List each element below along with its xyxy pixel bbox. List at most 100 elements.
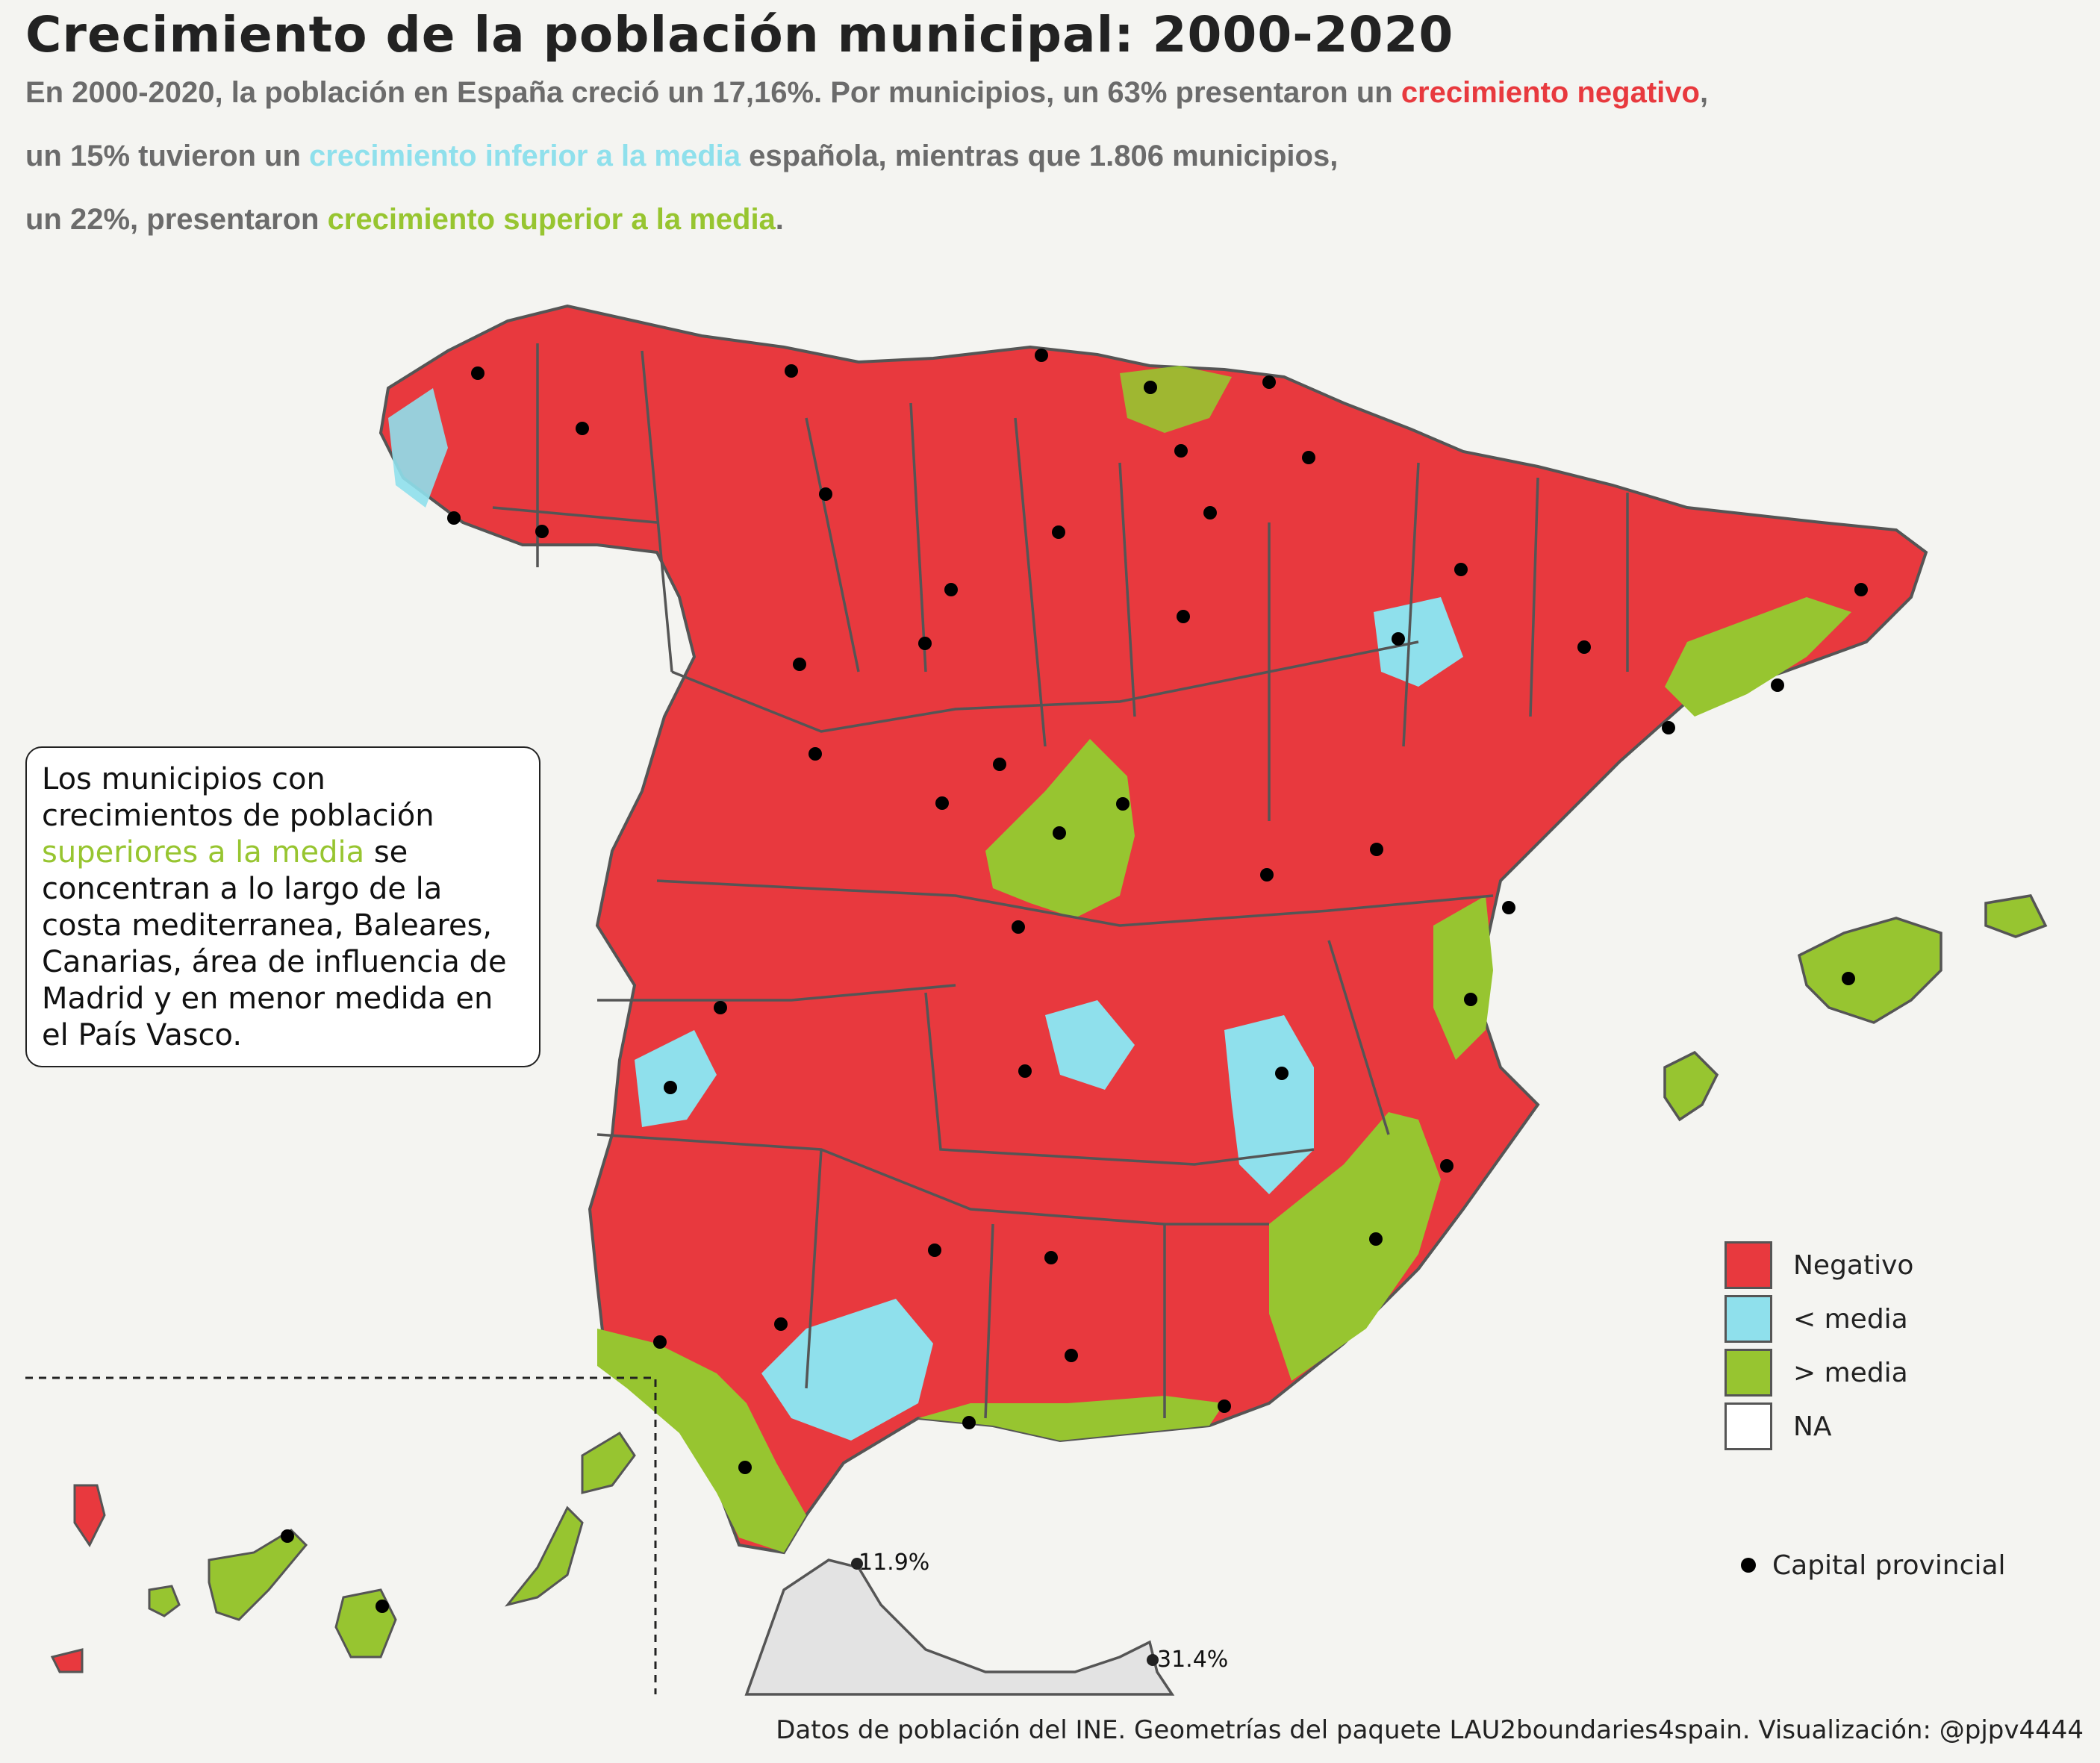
capital-point: [1842, 972, 1855, 985]
capital-point: [576, 422, 589, 435]
capital-point: [1035, 349, 1048, 362]
capital-point: [738, 1461, 752, 1474]
capital-point: [1275, 1067, 1289, 1080]
tenerife-island: [208, 1529, 308, 1621]
capital-point: [1144, 381, 1157, 394]
capital-point: [1065, 1349, 1078, 1362]
capital-point: [793, 658, 806, 671]
capital-point: [808, 747, 822, 761]
subtitle-line-3: un 22%, presentaron crecimiento superior…: [25, 203, 784, 236]
capital-point: [1012, 920, 1025, 934]
capital-dot-icon: [1741, 1558, 1756, 1573]
subtitle-line-2: un 15% tuvieron un crecimiento inferior …: [25, 140, 1339, 172]
north-africa-coast: [744, 1558, 1175, 1696]
capital-point: [1053, 826, 1066, 840]
badajoz-area: [635, 1030, 717, 1127]
legend-label: > media: [1793, 1357, 1908, 1388]
catalonia-growth-area: [1665, 597, 1851, 717]
melilla-percent-label: 31.4%: [1157, 1647, 1229, 1673]
capital-point: [1502, 901, 1515, 914]
capital-point: [447, 511, 461, 525]
capital-point: [1392, 632, 1405, 646]
capital-point: [1662, 721, 1675, 734]
capital-point: [376, 1600, 389, 1613]
capital-point: [714, 1001, 727, 1014]
provincial-capitals: [281, 349, 1868, 1613]
capital-point: [819, 487, 832, 501]
capital-point: [935, 796, 949, 810]
capital-point: [993, 758, 1006, 771]
capital-point: [1454, 563, 1468, 576]
legend-swatch: [1724, 1402, 1772, 1450]
capital-point: [1203, 506, 1217, 519]
legend-swatch: [1724, 1295, 1772, 1343]
ceuta-percent-label: 11.9%: [859, 1550, 930, 1576]
capital-point: [1116, 797, 1130, 811]
ciudad-real-area: [1045, 1000, 1135, 1090]
capital-point: [653, 1335, 667, 1349]
andalusia-coast-growth-area: [597, 1329, 806, 1553]
la-gomera-island: [148, 1585, 181, 1617]
legend-label: NA: [1793, 1411, 1832, 1442]
annotation-highlight: superiores a la media: [42, 835, 365, 870]
gran-canaria-island: [334, 1588, 397, 1659]
source-caption: Datos de población del INE. Geometrías d…: [776, 1715, 2084, 1745]
ibiza-island: [1663, 1050, 1719, 1122]
capital-point: [1577, 640, 1591, 654]
capital-point: [1771, 678, 1784, 692]
legend-label: Negativo: [1793, 1249, 1914, 1281]
ceuta-dot: [851, 1558, 863, 1570]
annotation-text: Los municipios con crecimientos de pobla…: [42, 762, 434, 833]
la-palma-island: [73, 1484, 106, 1547]
albacete-area: [1224, 1015, 1314, 1194]
sevilla-area: [761, 1299, 933, 1441]
map-title: Crecimiento de la población municipal: 2…: [25, 6, 1454, 63]
capital-point: [1302, 451, 1315, 464]
capital-point: [785, 364, 798, 378]
legend-swatch: [1724, 1349, 1772, 1397]
capital-point: [1018, 1064, 1032, 1078]
capital-point: [535, 525, 549, 538]
capital-point: [962, 1416, 976, 1429]
menorca-island: [1984, 894, 2048, 938]
capital-point: [1044, 1251, 1058, 1264]
capital-point: [664, 1081, 677, 1094]
capital-point: [281, 1529, 294, 1543]
fuerteventura-island: [505, 1505, 584, 1607]
peninsula-region: [378, 304, 1928, 1555]
levante-growth-area: [1269, 1112, 1441, 1381]
annotation-box: Los municipios con crecimientos de pobla…: [25, 746, 540, 1067]
annotation-text-end: se concentran a lo largo de la costa med…: [42, 835, 507, 1052]
capital-point: [1174, 444, 1188, 458]
capital-point: [918, 637, 932, 650]
legend-item-negativo: Negativo: [1724, 1241, 1913, 1290]
legend-item-na: NA: [1724, 1402, 1832, 1451]
legend-swatch: [1724, 1241, 1772, 1289]
legend-label: < media: [1793, 1303, 1908, 1335]
capital-point: [1052, 525, 1065, 539]
capital-point: [1262, 375, 1276, 389]
capital-point: [1218, 1400, 1231, 1413]
melilla-dot: [1147, 1654, 1159, 1666]
lanzarote-island: [581, 1431, 636, 1494]
capital-point: [471, 366, 485, 380]
el-hierro-island: [50, 1648, 84, 1673]
legend-item-capital: Capital provincial: [1724, 1541, 2006, 1590]
galicia-coast-area: [388, 388, 448, 508]
capital-point: [944, 583, 958, 596]
capital-point: [1369, 1232, 1383, 1246]
legend-item-superior: > media: [1724, 1348, 1908, 1397]
capital-point: [1260, 868, 1274, 882]
capital-point: [928, 1244, 941, 1257]
valencia-growth-area: [1433, 896, 1493, 1060]
capital-point: [774, 1317, 788, 1331]
mallorca-island: [1797, 917, 1942, 1024]
capital-point: [1854, 583, 1868, 596]
capital-point: [1370, 843, 1383, 856]
capital-point: [1440, 1159, 1454, 1173]
malaga-coast-growth-area: [918, 1396, 1224, 1441]
legend-item-inferior: < media: [1724, 1294, 1908, 1344]
capital-point: [1464, 993, 1477, 1006]
subtitle-line-1: En 2000-2020, la población en España cre…: [25, 76, 1709, 109]
